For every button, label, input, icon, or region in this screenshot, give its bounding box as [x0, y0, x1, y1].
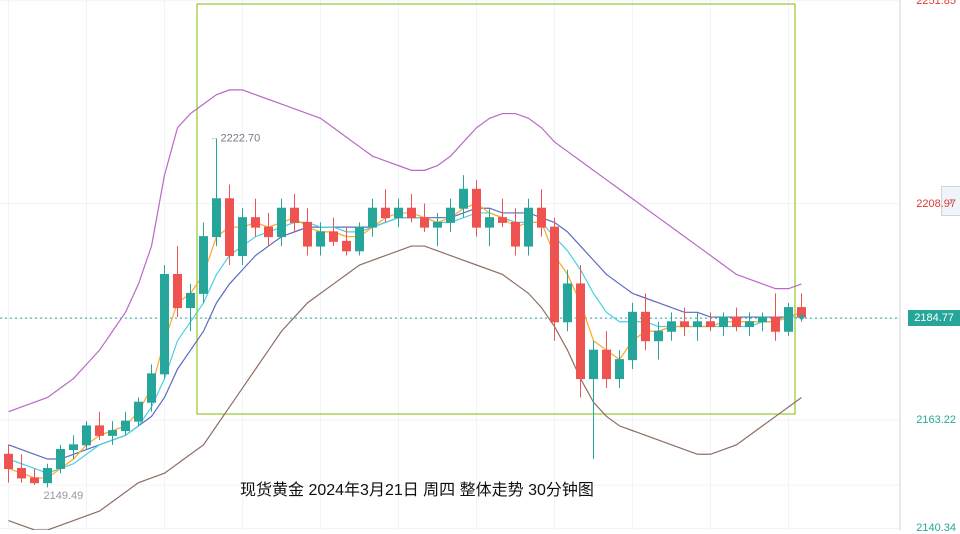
axis-price-label: 2251.85 [916, 0, 956, 7]
axis-price-label: 2140.34 [916, 522, 956, 534]
low-annotation: 2149.49 [44, 490, 84, 502]
current-price-badge: 2184.77 [908, 310, 960, 326]
chart-caption: 现货黄金 2024年3月21日 周四 整体走势 30分钟图 [240, 476, 594, 500]
price-chart[interactable]: 2222.70 2149.49 [0, 0, 960, 530]
high-annotation: 2222.70 [221, 133, 261, 145]
axis-price-label: 2163.22 [916, 414, 956, 426]
axis-price-label: 2208.97 [916, 198, 956, 210]
